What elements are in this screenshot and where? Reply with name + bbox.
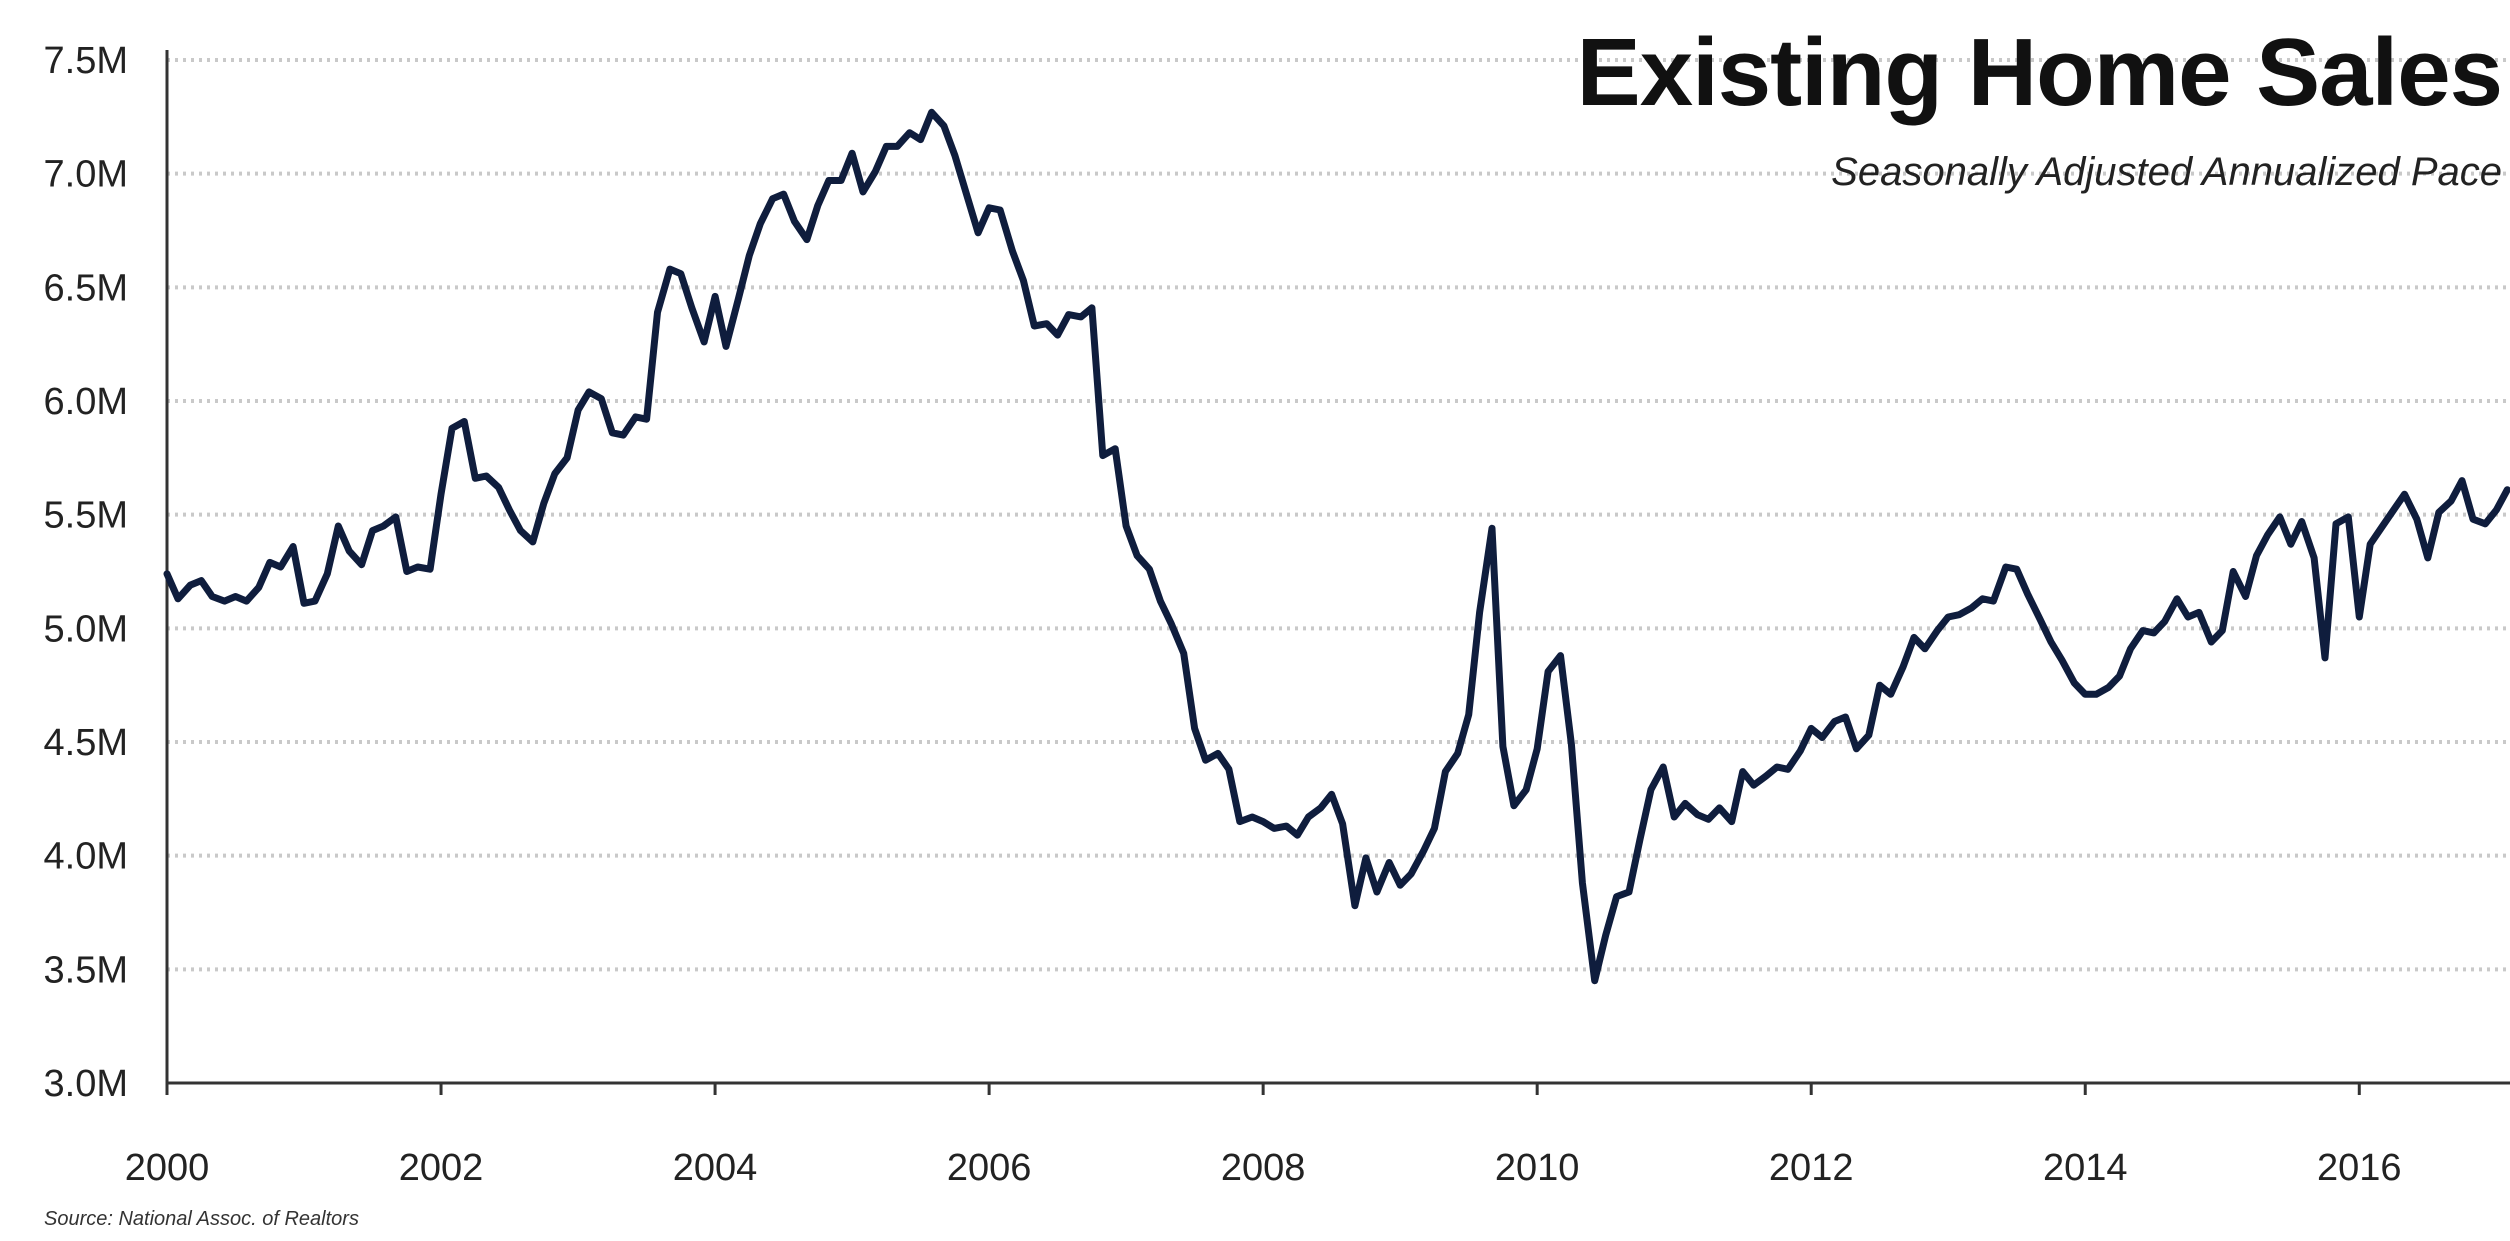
y-tick-label: 7.0M [44, 154, 128, 196]
y-tick-label: 6.0M [44, 381, 128, 423]
x-tick-label: 2008 [1221, 1147, 1306, 1189]
y-tick-label: 3.0M [44, 1063, 128, 1105]
x-axis-tick-labels: 2000 2002 2004 2006 2008 2010 2012 2014 2016 [125, 1147, 2402, 1189]
chart-title: Existing Home Sales [1576, 19, 2503, 126]
x-tick-label: 2012 [1769, 1147, 1854, 1189]
y-tick-label: 5.5M [44, 495, 128, 537]
series-layer [163, 108, 2510, 985]
y-tick-label: 7.5M [44, 40, 128, 82]
x-tick-label: 2002 [399, 1147, 484, 1189]
y-tick-label: 6.5M [44, 267, 128, 309]
source-note: Source: National Assoc. of Realtors [44, 1208, 359, 1230]
gridlines [167, 58, 2510, 972]
x-tick-label: 2014 [2043, 1147, 2128, 1189]
chart-subtitle: Seasonally Adjusted Annualized Pace [1831, 150, 2502, 194]
y-tick-label: 4.0M [44, 836, 128, 878]
axes [165, 50, 2510, 1095]
x-tick-label: 2000 [125, 1147, 210, 1189]
y-axis-tick-labels: 3.0M 3.5M 4.0M 4.5M 5.0M 5.5M 6.0M 6.5M 7.0M 7.5M [44, 40, 128, 1105]
series-line [163, 108, 2510, 985]
x-tick-label: 2010 [1495, 1147, 1580, 1189]
y-tick-label: 4.5M [44, 722, 128, 764]
y-tick-label: 3.5M [44, 949, 128, 991]
x-tick-label: 2006 [947, 1147, 1032, 1189]
x-tick-label: 2004 [673, 1147, 758, 1189]
y-tick-label: 5.0M [44, 608, 128, 650]
x-tick-label: 2016 [2317, 1147, 2402, 1189]
